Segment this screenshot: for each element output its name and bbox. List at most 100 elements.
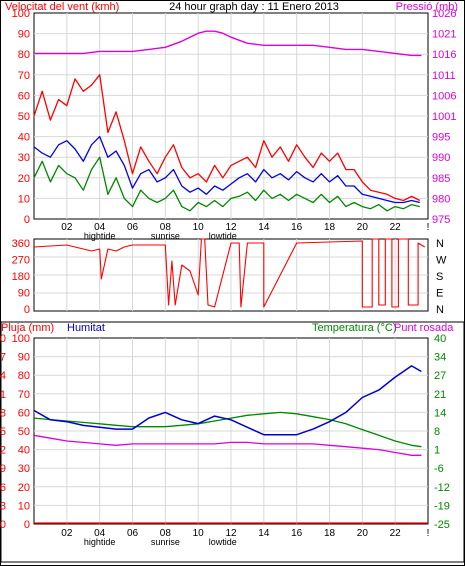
hour-tick-label: 12 [225, 222, 237, 233]
temperature-tick: 14 [434, 407, 446, 419]
hour-tick-label: 18 [324, 222, 336, 233]
pressure-tick: 980 [432, 193, 450, 205]
humidity-tick: 100 [12, 333, 30, 345]
wind-direction-grid [34, 239, 428, 311]
rain-tick: 15 [0, 426, 6, 438]
direction-degree-tick: 360 [12, 238, 30, 250]
direction-degree-tick: 180 [12, 271, 30, 283]
wind-direction-degree-labels: 0 90 180 270 360 [12, 238, 30, 316]
wind-pressure-series [33, 30, 422, 212]
rain-tick: 12 [0, 445, 6, 457]
direction-compass-tick: N [436, 304, 444, 316]
hour-tick-label: 18 [324, 528, 336, 539]
dewpoint-axis-title: Punt rosada [394, 322, 454, 334]
wind-speed-tick: 100 [12, 8, 30, 20]
pressure-tick: 1026 [432, 8, 456, 20]
hour-tick-label: 08 [160, 528, 172, 539]
pressure-tick: 1001 [432, 111, 456, 123]
rain-axis-title: Pluja (mm) [1, 322, 54, 334]
hour-tick-label: 22 [390, 222, 402, 233]
rain-tick: 0 [0, 519, 6, 531]
wind-speed-tick-labels: 0 10 20 30 40 50 60 70 80 90 100 [12, 8, 30, 226]
direction-compass-tick: S [436, 271, 443, 283]
event-label-sunrise: sunrise [151, 537, 180, 547]
temperature-tick: 8 [434, 426, 440, 438]
humidity-tick-labels: 0 10 20 30 40 50 60 70 80 90 100 [12, 333, 30, 531]
pressure-tick: 1021 [432, 29, 456, 41]
dewpoint-line [33, 434, 422, 456]
wind-speed-tick: 90 [18, 29, 30, 41]
tide-sun-events-bottom: hightide sunrise lowtide [84, 537, 237, 547]
hour-tick-label: 20 [357, 528, 369, 539]
humidity-line [33, 365, 422, 436]
temperature-tick: 27 [434, 370, 446, 382]
direction-degree-tick: 90 [18, 288, 30, 300]
tide-sun-events-top: hightide sunrise lowtide [84, 231, 237, 241]
temperature-tick: 1 [434, 445, 440, 457]
hour-tick-label: 10 [193, 528, 205, 539]
wind-speed-tick: 60 [18, 90, 30, 102]
wind-speed-tick: 10 [18, 193, 30, 205]
pressure-line [34, 30, 422, 57]
hour-tick-label: 06 [127, 222, 139, 233]
wind-speed-tick: 70 [18, 70, 30, 82]
direction-compass-tick: E [436, 288, 443, 300]
temperature-tick: 34 [434, 352, 446, 364]
hour-tick-label: 04 [94, 222, 106, 233]
hour-tick-label: 02 [61, 528, 73, 539]
hour-tick-label: 14 [258, 528, 270, 539]
rain-tick: 24 [0, 370, 6, 382]
event-label-hightide: hightide [84, 231, 116, 241]
wind-direction-line [33, 238, 425, 308]
humidity-tick: 70 [18, 389, 30, 401]
temperature-tick: -25 [434, 519, 450, 531]
wind-speed-axis-title: Velocitat del vent (kmh) [5, 1, 119, 13]
humidity-tick: 30 [18, 463, 30, 475]
wind-speed-tick: 40 [18, 132, 30, 144]
pressure-tick: 975 [432, 214, 450, 226]
pressure-tick: 1016 [432, 49, 456, 61]
hour-tick-label: 12 [225, 528, 237, 539]
rain-tick: 18 [0, 407, 6, 419]
hour-tick-label: 06 [127, 528, 139, 539]
lower-panel-border [0, 321, 465, 563]
direction-degree-tick: 0 [24, 304, 30, 316]
temperature-axis-title: Temperatura (°C) [312, 322, 396, 334]
rain-tick-labels: 0 3 6 9 12 15 18 21 24 27 30 [0, 333, 6, 531]
pressure-tick: 1006 [432, 90, 456, 102]
humidity-tick: 40 [18, 445, 30, 457]
event-label-hightide: hightide [84, 537, 116, 547]
hour-tick-labels-top: 02 04 06 08 10 12 14 16 18 20 22! [61, 222, 429, 233]
pressure-axis-title: Pressió (mb) [396, 1, 458, 13]
wind-gust-line [33, 74, 421, 202]
temperature-tick-labels: -25 -19 -12 -6 1 8 14 21 27 34 40 [434, 333, 450, 531]
humidity-tick: 20 [18, 482, 30, 494]
humidity-tick: 0 [24, 519, 30, 531]
wind-speed-tick: 20 [18, 173, 30, 185]
pressure-tick: 985 [432, 173, 450, 185]
hour-tick-label: 22 [390, 528, 402, 539]
rain-tick: 21 [0, 389, 6, 401]
humidity-tick: 80 [18, 370, 30, 382]
humidity-tick: 50 [18, 426, 30, 438]
hour-tick-label: 16 [291, 222, 303, 233]
temperature-tick: 40 [434, 333, 446, 345]
pressure-tick: 990 [432, 152, 450, 164]
event-label-lowtide: lowtide [209, 231, 237, 241]
temperature-tick: -19 [434, 500, 450, 512]
hour-tick-label: 20 [357, 222, 369, 233]
hour-tick-label: 04 [94, 528, 106, 539]
temperature-line [33, 411, 422, 448]
rain-tick: 6 [0, 482, 6, 494]
pressure-tick: 995 [432, 132, 450, 144]
humidity-tick: 60 [18, 407, 30, 419]
hour-tick-label: 16 [291, 528, 303, 539]
humidity-temp-series [33, 365, 428, 524]
hour-tick-label: 14 [258, 222, 270, 233]
temperature-tick: 21 [434, 389, 446, 401]
wind-low-line [33, 156, 420, 212]
rain-tick: 9 [0, 463, 6, 475]
wind-speed-tick: 30 [18, 152, 30, 164]
